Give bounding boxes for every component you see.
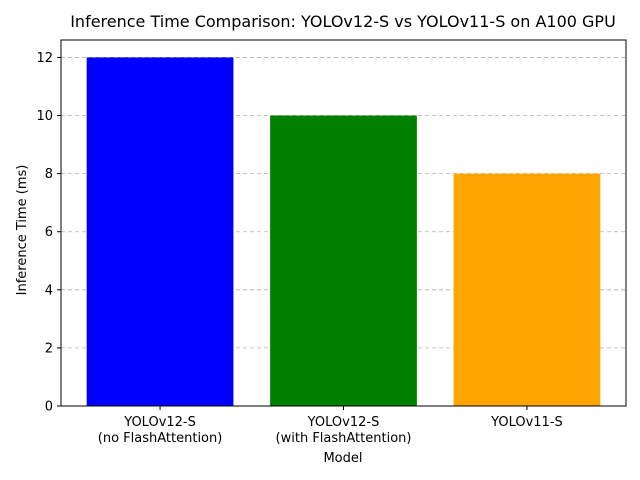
y-tick-label: 4 — [45, 283, 53, 298]
x-tick-label: (no FlashAttention) — [98, 431, 223, 446]
y-axis-label: Inference Time (ms) — [15, 165, 30, 296]
y-tick-label: 8 — [45, 167, 53, 182]
x-tick-label: YOLOv12-S — [123, 415, 196, 430]
chart-title: Inference Time Comparison: YOLOv12-S vs … — [70, 12, 616, 31]
y-tick-label: 6 — [45, 225, 53, 240]
bars — [86, 57, 601, 407]
x-tick-label: YOLOv12-S — [307, 415, 380, 430]
y-tick-label: 12 — [36, 51, 53, 66]
x-tick-label: (with FlashAttention) — [276, 431, 412, 446]
x-axis-label: Model — [323, 451, 362, 466]
bar — [453, 173, 601, 406]
bar — [86, 57, 234, 407]
y-tick-label: 10 — [36, 109, 53, 124]
bar — [270, 115, 417, 407]
y-axis-ticks: 0 2 4 6 8 10 12 — [36, 51, 61, 415]
x-tick-label: YOLOv11-S — [490, 415, 563, 430]
x-axis-ticks: YOLOv12-S(no FlashAttention)YOLOv12-S(wi… — [98, 406, 563, 446]
y-tick-label: 2 — [45, 341, 53, 356]
y-tick-label: 0 — [45, 400, 53, 415]
